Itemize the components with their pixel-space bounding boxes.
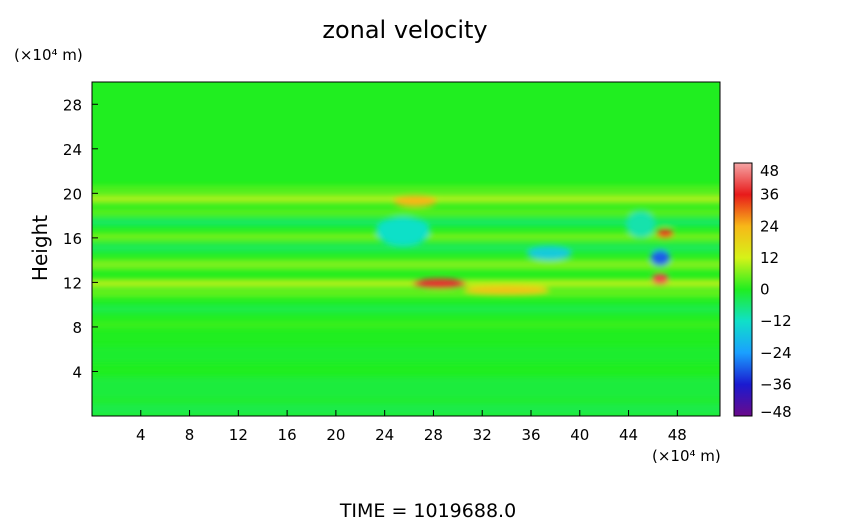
heatmap-band	[92, 243, 720, 253]
x-tick-label: 20	[326, 426, 345, 444]
plot-frame	[91, 81, 721, 417]
x-tick-label: 32	[473, 426, 492, 444]
y-tick-label: 28	[63, 96, 82, 114]
y-axis-ticks: 4 8 12 16 20 24 28	[63, 96, 98, 381]
x-axis-unit: (×10⁴ m)	[652, 447, 721, 465]
colorbar-tick-label: −36	[760, 375, 792, 393]
heatmap-band	[92, 290, 720, 297]
colorbar-tick-label: −48	[760, 403, 792, 421]
y-axis-label: Height	[28, 215, 52, 281]
heatmap-band	[92, 377, 720, 400]
colorbar-tick-label: −24	[760, 344, 792, 362]
x-tick-label: 16	[278, 426, 297, 444]
heatmap-feature	[650, 250, 671, 266]
y-axis-unit: (×10⁴ m)	[14, 46, 83, 64]
x-tick-label: 8	[185, 426, 195, 444]
y-tick-label: 16	[63, 230, 82, 248]
colorbar: 48 36 24 12 0 −12 −24 −36 −48	[733, 162, 792, 421]
y-tick-label: 20	[63, 185, 82, 203]
colorbar-tick-label: 0	[760, 281, 770, 299]
heatmap-feature	[626, 211, 656, 238]
x-tick-label: 24	[375, 426, 394, 444]
y-tick-label: 4	[72, 363, 82, 381]
y-tick-label: 24	[63, 141, 82, 159]
colorbar-tick-label: 12	[760, 249, 779, 267]
heatmap-plot-area	[91, 81, 721, 417]
colorbar-tick-label: 48	[760, 162, 779, 180]
heatmap-feature	[527, 246, 572, 261]
y-tick-label: 8	[72, 319, 82, 337]
heatmap-feature	[651, 273, 669, 285]
colorbar-ramp	[733, 162, 753, 417]
heatmap-band	[92, 346, 720, 364]
heatmap-band	[92, 259, 720, 270]
heatmap-band	[92, 304, 720, 314]
x-tick-label: 12	[229, 426, 248, 444]
heatmap-feature	[412, 278, 467, 289]
colorbar-tick-label: 24	[760, 217, 779, 235]
x-tick-label: 28	[424, 426, 443, 444]
heatmap-feature	[656, 228, 674, 238]
heatmap-band	[92, 279, 720, 288]
heatmap-band	[92, 186, 720, 192]
time-label: TIME = 1019688.0	[339, 500, 516, 519]
x-axis-ticks: 4 8 12 16 20 24 28 32 36 40 44 48	[136, 410, 687, 444]
colorbar-tick-label: −12	[760, 312, 792, 330]
heatmap-feature	[393, 195, 438, 207]
heatmap-feature	[463, 285, 550, 295]
x-tick-label: 40	[570, 426, 589, 444]
x-tick-label: 4	[136, 426, 146, 444]
x-tick-label: 44	[619, 426, 638, 444]
heatmap-band	[92, 208, 720, 216]
heatmap-band	[92, 402, 720, 416]
x-tick-label: 48	[668, 426, 687, 444]
heatmap-band	[92, 321, 720, 329]
colorbar-tick-label: 36	[760, 186, 779, 204]
heatmap-feature	[376, 216, 430, 246]
y-tick-label: 12	[63, 274, 82, 292]
x-tick-label: 36	[521, 426, 540, 444]
chart-title: zonal velocity	[322, 16, 487, 44]
